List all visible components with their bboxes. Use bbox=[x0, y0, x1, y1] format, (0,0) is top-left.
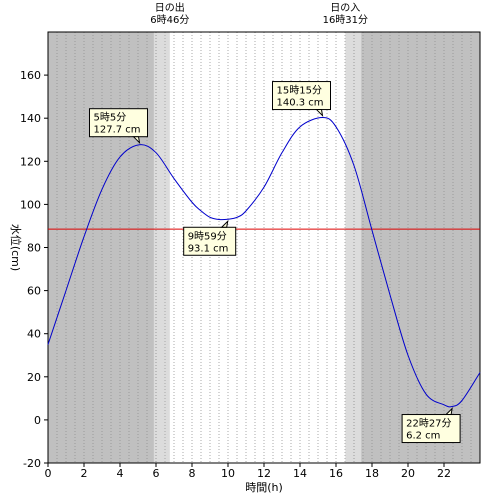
x-tick-label: 20 bbox=[401, 467, 415, 480]
sunrise-time: 6時46分 bbox=[150, 14, 189, 26]
callout-time: 9時59分 bbox=[188, 230, 227, 242]
callout-value: 127.7 cm bbox=[93, 125, 140, 136]
callout-box bbox=[183, 226, 237, 256]
x-tick-label: 14 bbox=[293, 467, 307, 480]
x-axis-title: 時間(h) bbox=[245, 481, 283, 494]
callout-time: 22時27分 bbox=[406, 418, 451, 430]
y-tick-label: 60 bbox=[27, 285, 41, 298]
callout-value: 6.2 cm bbox=[406, 431, 440, 442]
callout-box bbox=[272, 81, 331, 111]
y-tick-label: 160 bbox=[20, 69, 41, 82]
sun-labels: 日の出 6時46分 日の入 16時31分 bbox=[150, 1, 368, 26]
callout-box bbox=[401, 414, 461, 444]
y-tick-label: 140 bbox=[20, 112, 41, 125]
y-tick-label: 100 bbox=[20, 198, 41, 211]
y-tick-label: 20 bbox=[27, 371, 41, 384]
y-tick-label: 120 bbox=[20, 155, 41, 168]
callout-pointer bbox=[132, 136, 141, 145]
x-tick-label: 16 bbox=[329, 467, 343, 480]
callout-pointer bbox=[315, 109, 324, 118]
callout-pointer bbox=[444, 407, 453, 416]
callout-value: 140.3 cm bbox=[277, 98, 324, 109]
y-axis-title: 水位(cm) bbox=[9, 224, 23, 271]
callout-box bbox=[88, 108, 148, 138]
y-axis-ticks: -20 0 20 40 60 80 100 120 140 160 bbox=[20, 69, 48, 470]
x-tick-label: 12 bbox=[257, 467, 271, 480]
callout-time: 5時5分 bbox=[93, 112, 126, 124]
sunset-time: 16時31分 bbox=[323, 14, 368, 26]
y-tick-label: -20 bbox=[23, 457, 41, 470]
x-tick-label: 22 bbox=[437, 467, 451, 480]
y-tick-label: 80 bbox=[27, 242, 41, 255]
sunrise-title: 日の出 bbox=[155, 1, 185, 14]
sunset-title: 日の入 bbox=[330, 3, 360, 14]
x-tick-label: 10 bbox=[221, 467, 235, 480]
y-tick-label: 0 bbox=[34, 414, 41, 427]
x-tick-label: 0 bbox=[45, 467, 52, 480]
x-tick-label: 2 bbox=[81, 467, 88, 480]
callout-time: 15時15分 bbox=[277, 85, 322, 97]
x-tick-label: 6 bbox=[153, 467, 160, 480]
x-tick-label: 8 bbox=[189, 467, 196, 480]
series-line bbox=[47, 117, 481, 408]
callout-value: 93.1 cm bbox=[188, 243, 229, 254]
series-group bbox=[47, 117, 481, 408]
callout-pointer bbox=[220, 219, 229, 228]
x-tick-label: 18 bbox=[365, 467, 379, 480]
x-tick-label: 4 bbox=[117, 467, 124, 480]
x-axis-ticks: 0 2 4 6 8 10 12 14 16 18 20 22 bbox=[45, 463, 451, 480]
y-tick-label: 40 bbox=[27, 328, 41, 341]
